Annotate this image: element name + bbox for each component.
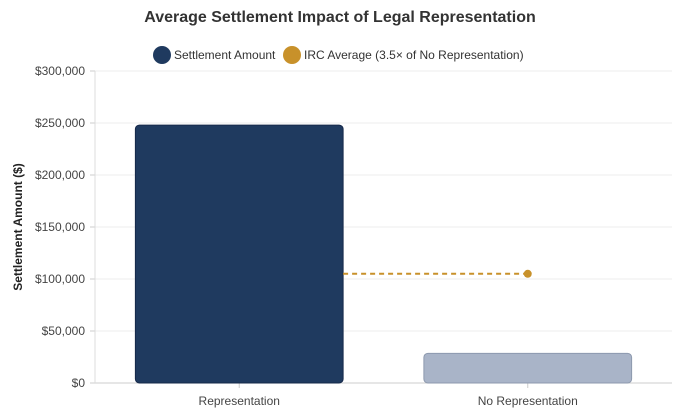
x-tick-label: No Representation	[478, 394, 578, 408]
legend-item-irc-average[interactable]: IRC Average (3.5× of No Representation)	[283, 46, 524, 64]
y-tick-label: $250,000	[35, 116, 85, 130]
legend-label-irc-average: IRC Average (3.5× of No Representation)	[304, 48, 524, 62]
y-axis-ticks: $0 $50,000 $100,000 $150,000 $200,000 $250,00…	[35, 64, 95, 390]
legend-swatch-settlement	[153, 46, 171, 64]
x-axis-ticks: Representation No Representation	[199, 383, 578, 408]
bar-representation[interactable]	[134, 124, 344, 384]
y-tick-label: $50,000	[42, 324, 86, 338]
y-axis-label: Settlement Amount ($)	[11, 163, 25, 291]
bars	[134, 124, 633, 384]
bar-no-representation[interactable]	[423, 352, 633, 384]
irc-average-line-series	[343, 269, 532, 278]
legend-label-settlement: Settlement Amount	[174, 48, 276, 62]
irc-average-point[interactable]	[523, 269, 532, 278]
y-tick-label: $150,000	[35, 220, 85, 234]
chart-title: Average Settlement Impact of Legal Repre…	[144, 9, 536, 26]
y-tick-label: $0	[72, 376, 86, 390]
y-tick-label: $100,000	[35, 272, 85, 286]
x-tick-label: Representation	[199, 394, 280, 408]
y-tick-label: $200,000	[35, 168, 85, 182]
y-tick-label: $300,000	[35, 64, 85, 78]
legend-item-settlement[interactable]: Settlement Amount	[153, 46, 276, 64]
legend-swatch-irc-average	[283, 46, 301, 64]
chart-legend: Settlement Amount IRC Average (3.5× of N…	[153, 46, 524, 64]
